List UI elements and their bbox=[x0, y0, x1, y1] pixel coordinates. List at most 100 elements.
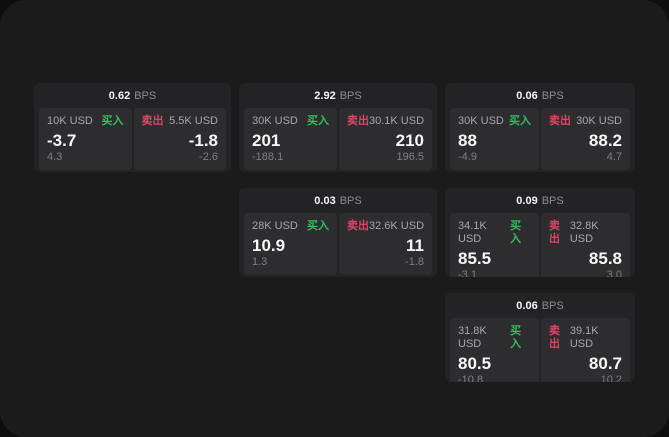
buy-panel[interactable]: 34.1K USD 买入 85.5 -3.1 bbox=[450, 213, 539, 277]
bps-unit-label: BPS bbox=[339, 194, 362, 207]
sell-side-label: 卖出 bbox=[549, 115, 571, 127]
buy-amount: 31.8K USD bbox=[458, 325, 487, 350]
sell-sub-value: 3.0 bbox=[606, 269, 622, 277]
buy-panel-top: 28K USD 买入 bbox=[252, 220, 329, 233]
sell-sub-value: -2.6 bbox=[199, 151, 218, 163]
sell-panel-top: 卖出 30.1K USD bbox=[347, 115, 424, 128]
buy-price: 85.5 bbox=[458, 249, 492, 268]
sell-side-label: 卖出 bbox=[347, 220, 369, 232]
sell-sub-value: 4.7 bbox=[606, 151, 622, 163]
buy-panel-top: 30K USD 买入 bbox=[458, 115, 531, 128]
sell-panel[interactable]: 卖出 32.6K USD 11 -1.8 bbox=[339, 213, 432, 275]
buy-panel[interactable]: 28K USD 买入 10.9 1.3 bbox=[244, 213, 337, 275]
card-panels: 30K USD 买入 201 -188.1 卖出 30.1K USD 210 1… bbox=[239, 108, 437, 172]
bps-card: 0.06 BPS 30K USD 买入 88 -4.9 卖出 30K USD 8… bbox=[445, 83, 635, 172]
buy-side-label: 买入 bbox=[101, 115, 124, 127]
buy-amount: 30K USD bbox=[458, 115, 504, 127]
bps-card: 0.03 BPS 28K USD 买入 10.9 1.3 卖出 32.6K US… bbox=[239, 188, 437, 277]
buy-panel[interactable]: 30K USD 买入 201 -188.1 bbox=[244, 108, 337, 170]
sell-sub-value: 10.2 bbox=[600, 374, 622, 382]
buy-panel-top: 10K USD 买入 bbox=[47, 115, 124, 128]
buy-price: 88 bbox=[458, 131, 477, 150]
buy-sub-value: 1.3 bbox=[252, 256, 268, 268]
card-panels: 10K USD 买入 -3.7 4.3 卖出 5.5K USD -1.8 -2.… bbox=[34, 108, 231, 172]
sell-sub-value: -1.8 bbox=[405, 256, 424, 268]
card-header: 2.92 BPS bbox=[239, 83, 437, 108]
buy-panel-top: 34.1K USD 买入 bbox=[458, 220, 531, 246]
buy-sub-value: -4.9 bbox=[458, 151, 477, 163]
buy-panel-top: 31.8K USD 买入 bbox=[458, 325, 531, 351]
sell-amount: 39.1K USD bbox=[569, 325, 599, 350]
sell-amount: 32.6K USD bbox=[368, 220, 425, 232]
card-header: 0.06 BPS bbox=[445, 293, 635, 318]
buy-amount: 30K USD bbox=[252, 115, 298, 127]
buy-sub-value: -3.1 bbox=[458, 269, 477, 277]
sell-panel[interactable]: 卖出 30K USD 88.2 4.7 bbox=[541, 108, 630, 170]
sell-panel-top: 卖出 39.1K USD bbox=[549, 325, 622, 351]
bps-unit-label: BPS bbox=[541, 89, 564, 102]
sell-panel[interactable]: 卖出 30.1K USD 210 196.5 bbox=[339, 108, 432, 170]
sell-price: 11 bbox=[406, 236, 424, 255]
buy-amount: 28K USD bbox=[252, 220, 298, 232]
sell-panel[interactable]: 卖出 5.5K USD -1.8 -2.6 bbox=[133, 108, 226, 170]
bps-unit-label: BPS bbox=[339, 89, 362, 102]
buy-amount: 10K USD bbox=[47, 115, 93, 127]
buy-sub-value: -10.8 bbox=[458, 374, 484, 382]
sell-panel-top: 卖出 5.5K USD bbox=[142, 115, 219, 128]
sell-panel[interactable]: 卖出 39.1K USD 80.7 10.2 bbox=[541, 318, 630, 382]
sell-amount: 30.1K USD bbox=[368, 115, 425, 127]
buy-sub-value: -188.1 bbox=[252, 151, 284, 163]
sell-panel-top: 卖出 30K USD bbox=[549, 115, 622, 128]
bps-value: 0.09 bbox=[516, 194, 538, 207]
buy-side-label: 买入 bbox=[307, 220, 329, 232]
buy-panel-top: 30K USD 买入 bbox=[252, 115, 329, 128]
bps-card: 0.09 BPS 34.1K USD 买入 85.5 -3.1 卖出 32.8K… bbox=[445, 188, 635, 277]
sell-price: 210 bbox=[395, 131, 424, 150]
bps-unit-label: BPS bbox=[541, 194, 564, 207]
sell-amount: 5.5K USD bbox=[169, 115, 218, 127]
sell-price: 80.7 bbox=[588, 354, 622, 373]
card-panels: 30K USD 买入 88 -4.9 卖出 30K USD 88.2 4.7 bbox=[445, 108, 635, 172]
sell-side-label: 卖出 bbox=[347, 115, 369, 127]
sell-side-label: 卖出 bbox=[549, 220, 560, 245]
sell-price: 85.8 bbox=[588, 249, 622, 268]
buy-side-label: 买入 bbox=[509, 115, 531, 127]
buy-amount: 34.1K USD bbox=[458, 220, 487, 245]
card-header: 0.03 BPS bbox=[239, 188, 437, 213]
sell-panel-top: 卖出 32.6K USD bbox=[347, 220, 424, 233]
card-header: 0.09 BPS bbox=[445, 188, 635, 213]
buy-side-label: 买入 bbox=[510, 220, 522, 245]
sell-price: -1.8 bbox=[188, 131, 218, 150]
bps-card: 2.92 BPS 30K USD 买入 201 -188.1 卖出 30.1K … bbox=[239, 83, 437, 172]
bps-card: 0.06 BPS 31.8K USD 买入 80.5 -10.8 卖出 39.1… bbox=[445, 293, 635, 382]
bps-value: 2.92 bbox=[314, 89, 336, 102]
buy-panel[interactable]: 30K USD 买入 88 -4.9 bbox=[450, 108, 539, 170]
buy-side-label: 买入 bbox=[307, 115, 329, 127]
cards-grid: 0.62 BPS 10K USD 买入 -3.7 4.3 卖出 5.5K USD… bbox=[34, 83, 635, 382]
bps-value: 0.06 bbox=[516, 89, 538, 102]
sell-amount: 32.8K USD bbox=[569, 220, 599, 245]
card-header: 0.62 BPS bbox=[34, 83, 231, 108]
sell-panel[interactable]: 卖出 32.8K USD 85.8 3.0 bbox=[541, 213, 630, 277]
buy-price: 80.5 bbox=[458, 354, 492, 373]
bps-value: 0.62 bbox=[108, 89, 131, 102]
bps-value: 0.03 bbox=[314, 194, 336, 207]
sell-side-label: 卖出 bbox=[141, 115, 164, 127]
buy-side-label: 买入 bbox=[510, 325, 522, 350]
buy-sub-value: 4.3 bbox=[47, 151, 63, 163]
buy-price: -3.7 bbox=[47, 131, 77, 150]
bps-value: 0.06 bbox=[516, 299, 538, 312]
card-panels: 34.1K USD 买入 85.5 -3.1 卖出 32.8K USD 85.8… bbox=[445, 213, 635, 277]
buy-panel[interactable]: 10K USD 买入 -3.7 4.3 bbox=[39, 108, 132, 170]
sell-side-label: 卖出 bbox=[549, 325, 560, 350]
sell-price: 88.2 bbox=[588, 131, 622, 150]
card-panels: 31.8K USD 买入 80.5 -10.8 卖出 39.1K USD 80.… bbox=[445, 318, 635, 382]
buy-panel[interactable]: 31.8K USD 买入 80.5 -10.8 bbox=[450, 318, 539, 382]
sell-amount: 30K USD bbox=[576, 115, 622, 127]
bps-card: 0.62 BPS 10K USD 买入 -3.7 4.3 卖出 5.5K USD… bbox=[34, 83, 231, 172]
sell-sub-value: 196.5 bbox=[396, 151, 424, 163]
sell-panel-top: 卖出 32.8K USD bbox=[549, 220, 622, 246]
bps-unit-label: BPS bbox=[541, 299, 564, 312]
card-header: 0.06 BPS bbox=[445, 83, 635, 108]
